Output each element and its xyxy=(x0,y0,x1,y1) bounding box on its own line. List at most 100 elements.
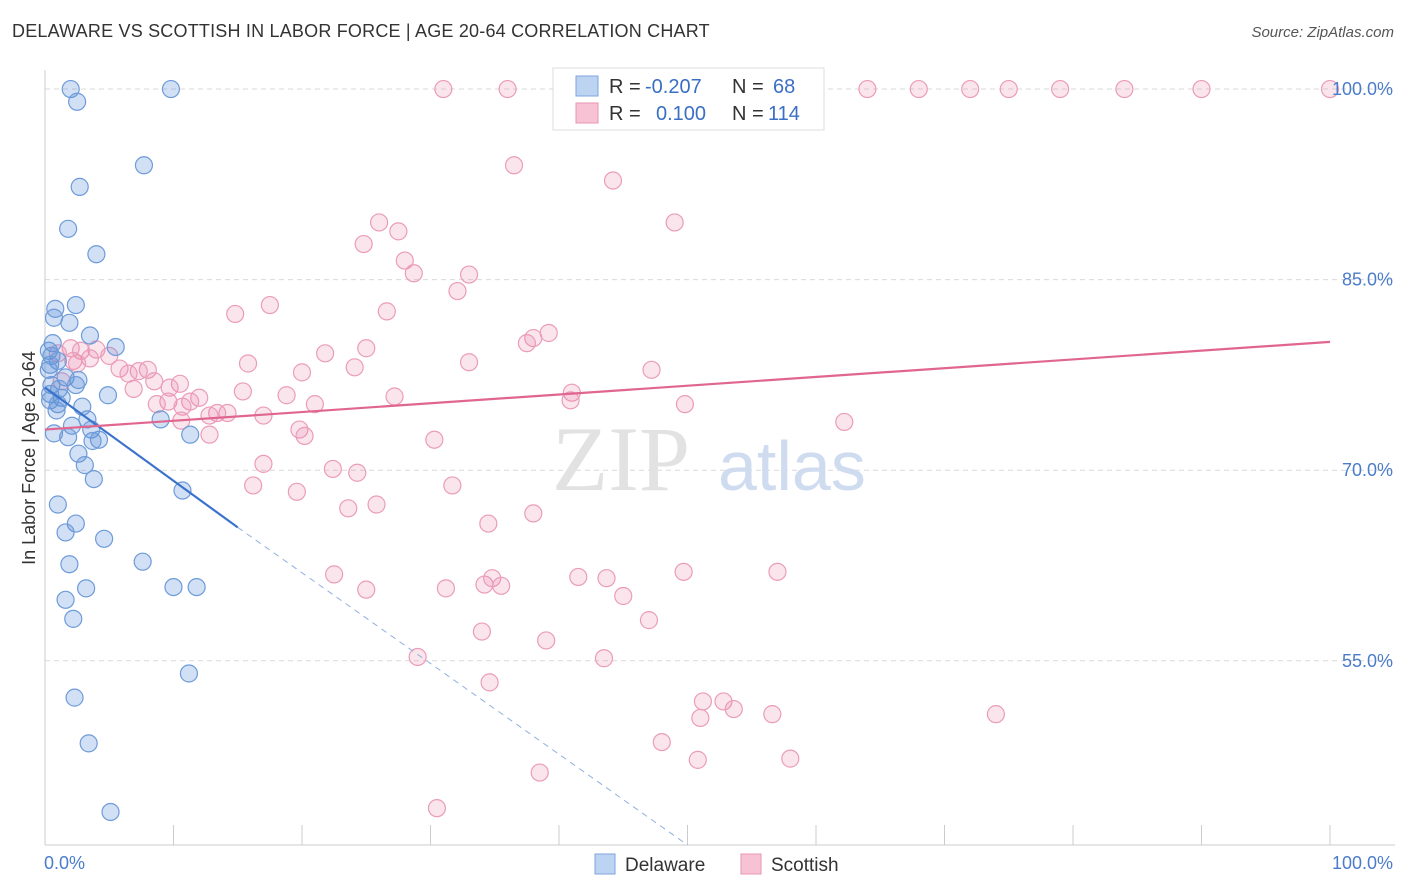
delaware-point xyxy=(44,308,64,327)
scottish-point xyxy=(436,579,456,598)
scottish-point xyxy=(348,463,367,482)
delaware-point xyxy=(56,590,75,609)
delaware-point xyxy=(47,401,66,420)
delaware-point xyxy=(39,341,58,360)
scottish-point xyxy=(492,576,511,595)
legend-r-label-scottish: R = xyxy=(609,103,641,125)
scottish-point xyxy=(100,346,119,365)
delaware-point xyxy=(89,430,109,449)
legend-r-value-scottish: 0.100 xyxy=(656,103,706,125)
scottish-point xyxy=(110,359,129,378)
delaware-trend-extension xyxy=(237,526,688,846)
scottish-point xyxy=(603,171,623,190)
scottish-point xyxy=(233,382,252,401)
scottish-point xyxy=(858,79,877,99)
scottish-point xyxy=(674,562,693,581)
scottish-point xyxy=(254,454,273,473)
watermark-zip: ZIP xyxy=(552,408,690,510)
delaware-point xyxy=(77,579,96,598)
scottish-point xyxy=(190,388,209,407)
scottish-point xyxy=(200,406,219,425)
scottish-point xyxy=(472,622,491,641)
scottish-point xyxy=(561,391,580,410)
watermark: ZIP atlas xyxy=(552,408,866,510)
scottish-point xyxy=(244,476,263,495)
scottish-point xyxy=(427,799,447,818)
scottish-point xyxy=(768,562,787,581)
scottish-point xyxy=(763,705,782,724)
chart-title: DELAWARE VS SCOTTISH IN LABOR FORCE | AG… xyxy=(12,21,710,41)
delaware-point xyxy=(41,384,60,404)
scottish-point xyxy=(504,156,524,175)
scottish-point xyxy=(147,395,166,414)
bottom-legend-label-delaware: Delaware xyxy=(625,855,705,876)
delaware-point xyxy=(56,523,75,542)
y-axis-label: In Labor Force | Age 20-64 xyxy=(19,351,39,565)
scottish-point xyxy=(305,395,324,414)
delaware-point xyxy=(70,177,89,196)
scottish-point xyxy=(385,387,404,406)
scottish-point xyxy=(614,586,633,606)
y-tick-label: 55.0% xyxy=(1342,651,1393,671)
scottish-point xyxy=(597,569,616,588)
scottish-point xyxy=(459,265,479,284)
scottish-point xyxy=(639,611,659,630)
axes xyxy=(44,70,1395,846)
scottish-point xyxy=(691,708,710,728)
delaware-point xyxy=(95,529,114,548)
delaware-point xyxy=(65,688,84,707)
delaware-point xyxy=(98,386,118,405)
delaware-point xyxy=(64,609,83,628)
delaware-point xyxy=(75,456,94,475)
delaware-point xyxy=(161,79,181,99)
scottish-point xyxy=(569,567,588,587)
delaware-point xyxy=(83,431,102,451)
scottish-point xyxy=(119,364,138,383)
delaware-point xyxy=(60,555,79,574)
legend-swatch-scottish xyxy=(575,102,599,124)
legend-r-value-delaware: -0.207 xyxy=(645,76,702,98)
scottish-point xyxy=(200,425,219,444)
scottish-point xyxy=(1320,79,1340,99)
scottish-point xyxy=(652,732,671,752)
scottish-point xyxy=(999,79,1018,99)
delaware-point xyxy=(48,495,67,514)
delaware-point xyxy=(59,428,78,447)
scottish-point xyxy=(1051,79,1070,99)
scottish-points xyxy=(48,79,1340,818)
bottom-legend-swatch-delaware xyxy=(594,853,616,875)
scottish-point xyxy=(160,378,179,397)
scottish-point xyxy=(226,304,245,324)
scottish-point xyxy=(675,395,695,414)
bottom-legend-label-scottish: Scottish xyxy=(771,855,839,876)
scottish-point xyxy=(714,692,733,711)
grid-lines xyxy=(45,88,1395,662)
scottish-point xyxy=(173,397,192,416)
scottish-point xyxy=(357,580,376,599)
delaware-point xyxy=(59,219,78,238)
y-tick-label: 85.0% xyxy=(1342,270,1393,290)
scottish-point xyxy=(354,234,373,254)
scottish-point xyxy=(448,281,467,301)
scottish-point xyxy=(357,339,376,358)
scottish-point xyxy=(124,379,143,398)
trend-lines xyxy=(44,340,1331,846)
delaware-point xyxy=(39,360,58,379)
scottish-point xyxy=(1192,79,1211,99)
x-tick-label-max: 100.0% xyxy=(1332,853,1393,873)
scottish-point xyxy=(159,392,178,411)
source-label: Source: ZipAtlas.com xyxy=(1251,24,1394,41)
scottish-point xyxy=(986,705,1006,724)
scottish-point xyxy=(370,213,389,232)
tick-labels: 55.0% 70.0% 85.0% 100.0% 0.0% 100.0% xyxy=(44,79,1393,873)
delaware-point xyxy=(69,370,88,390)
delaware-point xyxy=(66,295,85,315)
delaware-point xyxy=(69,444,88,463)
delaware-point xyxy=(84,469,103,489)
delaware-trend-line xyxy=(44,386,239,529)
legend: R = -0.207 N = 68 R = 0.100 N = 114 xyxy=(552,67,825,131)
scottish-point xyxy=(537,631,556,650)
legend-swatch-delaware xyxy=(575,75,599,97)
legend-n-label-delaware: N = xyxy=(732,76,764,98)
